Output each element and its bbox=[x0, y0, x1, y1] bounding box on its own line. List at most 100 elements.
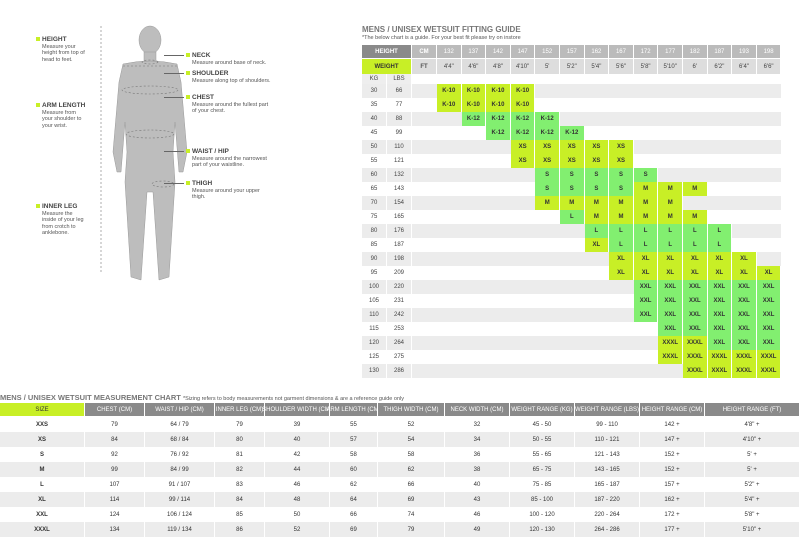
lbs: 187 bbox=[387, 238, 412, 252]
size-cell: XXL bbox=[683, 308, 708, 322]
measure-text: Measure from your shoulder to your wrist… bbox=[42, 110, 82, 129]
size-cell: XXXL bbox=[683, 350, 708, 364]
size-cell: XXXL bbox=[658, 336, 683, 350]
size-cell: XS bbox=[510, 154, 536, 168]
table-cell: 162 + bbox=[640, 492, 705, 507]
cm-header: 142 bbox=[486, 45, 511, 58]
table-cell: 85 bbox=[215, 507, 265, 522]
ft-header: 5'10" bbox=[658, 59, 683, 74]
table-cell: 120 - 130 bbox=[510, 522, 575, 537]
table-cell: 100 - 120 bbox=[510, 507, 575, 522]
size-cell: XS bbox=[560, 154, 585, 168]
size-cell: S bbox=[584, 182, 610, 196]
table-cell: 46 bbox=[265, 477, 330, 492]
size-cell: XL bbox=[732, 266, 757, 280]
cm-header: 182 bbox=[683, 45, 708, 58]
size-cell: XXL bbox=[756, 308, 782, 322]
table-cell: 99 - 110 bbox=[575, 417, 640, 432]
table-cell: 40 bbox=[445, 477, 510, 492]
size-cell: K-10 bbox=[437, 84, 462, 98]
table-cell: 5' + bbox=[705, 462, 800, 477]
ft-header: 6'2" bbox=[707, 59, 733, 74]
size-cell: XXXL bbox=[658, 350, 683, 364]
lbs: 209 bbox=[387, 266, 412, 280]
size-cell: XS bbox=[535, 154, 560, 168]
size-cell: XXL bbox=[732, 308, 757, 322]
size-cell: XXL bbox=[633, 308, 659, 322]
table-cell: 106 / 124 bbox=[145, 507, 215, 522]
lbs: 264 bbox=[387, 336, 412, 350]
ft-header: 5'8" bbox=[633, 59, 659, 74]
kg: 55 bbox=[362, 154, 387, 168]
cm-header: 198 bbox=[756, 45, 782, 58]
table-cell: 69 bbox=[378, 492, 445, 507]
size-cell: L bbox=[658, 238, 683, 252]
measure-label: SHOULDER bbox=[192, 70, 229, 77]
table-cell: 143 - 165 bbox=[575, 462, 640, 477]
size-cell: XXL bbox=[756, 294, 782, 308]
size-cell: M bbox=[584, 196, 610, 210]
kg: 105 bbox=[362, 294, 387, 308]
size-cell: L bbox=[560, 210, 585, 224]
ft-header: 4'10" bbox=[510, 59, 536, 74]
table-cell: 107 bbox=[85, 477, 145, 492]
header-cell: SHOULDER WIDTH (CM) bbox=[262, 403, 332, 416]
table-cell: 85 - 100 bbox=[510, 492, 575, 507]
size-cell: XXL bbox=[707, 336, 733, 350]
measure-label: ARM LENGTH bbox=[42, 102, 86, 109]
measure-label: THIGH bbox=[192, 180, 213, 187]
measure-text: Measure along top of shoulders. bbox=[192, 78, 271, 84]
lbs: 253 bbox=[387, 322, 412, 336]
lbs: 99 bbox=[387, 126, 412, 140]
size-cell: XL bbox=[658, 252, 683, 266]
ft-header: 4'8" bbox=[486, 59, 511, 74]
table-cell: 83 bbox=[215, 477, 265, 492]
table-cell: 152 + bbox=[640, 447, 705, 462]
size-cell: M bbox=[609, 196, 634, 210]
table-cell: 91 / 107 bbox=[145, 477, 215, 492]
kg: 120 bbox=[362, 336, 387, 350]
ft-header: 5'2" bbox=[560, 59, 585, 74]
size-cell: XL bbox=[707, 266, 733, 280]
table-cell: 76 / 92 bbox=[145, 447, 215, 462]
lbs: 165 bbox=[387, 210, 412, 224]
kg: 75 bbox=[362, 210, 387, 224]
measure-text: Measure around base of neck. bbox=[192, 60, 267, 66]
table-cell: 74 bbox=[378, 507, 445, 522]
size-cell: XXL bbox=[732, 322, 757, 336]
ft-header: 6'4" bbox=[732, 59, 757, 74]
chart-note: *Sizing refers to body measurements not … bbox=[182, 396, 404, 402]
chart-heading: MENS / UNISEX WETSUIT MEASUREMENT CHART … bbox=[0, 393, 404, 402]
size-cell: XXL bbox=[707, 322, 733, 336]
measure-label: CHEST bbox=[192, 94, 215, 101]
kg: 90 bbox=[362, 252, 387, 266]
ft-header: 5'4" bbox=[584, 59, 610, 74]
table-cell: 40 bbox=[265, 432, 330, 447]
fitting-note: *The below chart is a guide. For your be… bbox=[362, 35, 521, 41]
cm-label: CM bbox=[412, 45, 437, 58]
size-cell: S bbox=[584, 168, 610, 182]
size-cell: S bbox=[609, 182, 634, 196]
lbs: 231 bbox=[387, 294, 412, 308]
bullet bbox=[186, 181, 190, 185]
ft-header: 6' bbox=[683, 59, 708, 74]
header-cell: NECK WIDTH (CM) bbox=[445, 403, 510, 416]
size-cell: S bbox=[535, 168, 560, 182]
ft-header: 6'6" bbox=[756, 59, 782, 74]
table-cell: 34 bbox=[445, 432, 510, 447]
table-cell: S bbox=[0, 447, 85, 462]
table-cell: 38 bbox=[445, 462, 510, 477]
lbs: 154 bbox=[387, 196, 412, 210]
kg: 95 bbox=[362, 266, 387, 280]
table-cell: 50 - 55 bbox=[510, 432, 575, 447]
table-cell: XXXL bbox=[0, 522, 85, 537]
cm-header: 147 bbox=[510, 45, 536, 58]
lbs: 286 bbox=[387, 364, 412, 378]
cm-header: 172 bbox=[633, 45, 659, 58]
size-cell: XL bbox=[658, 266, 683, 280]
size-cell: S bbox=[609, 168, 634, 182]
table-cell: 52 bbox=[265, 522, 330, 537]
table-cell: 147 + bbox=[640, 432, 705, 447]
size-cell: S bbox=[560, 182, 585, 196]
lbs: 242 bbox=[387, 308, 412, 322]
